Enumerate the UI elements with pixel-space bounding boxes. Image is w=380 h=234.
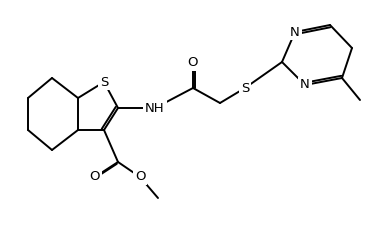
- Text: O: O: [135, 171, 145, 183]
- Text: S: S: [100, 76, 108, 88]
- Text: O: O: [188, 56, 198, 69]
- Text: N: N: [300, 78, 310, 91]
- Text: NH: NH: [145, 102, 165, 114]
- Text: O: O: [90, 171, 100, 183]
- Text: S: S: [241, 81, 249, 95]
- Text: N: N: [290, 26, 300, 39]
